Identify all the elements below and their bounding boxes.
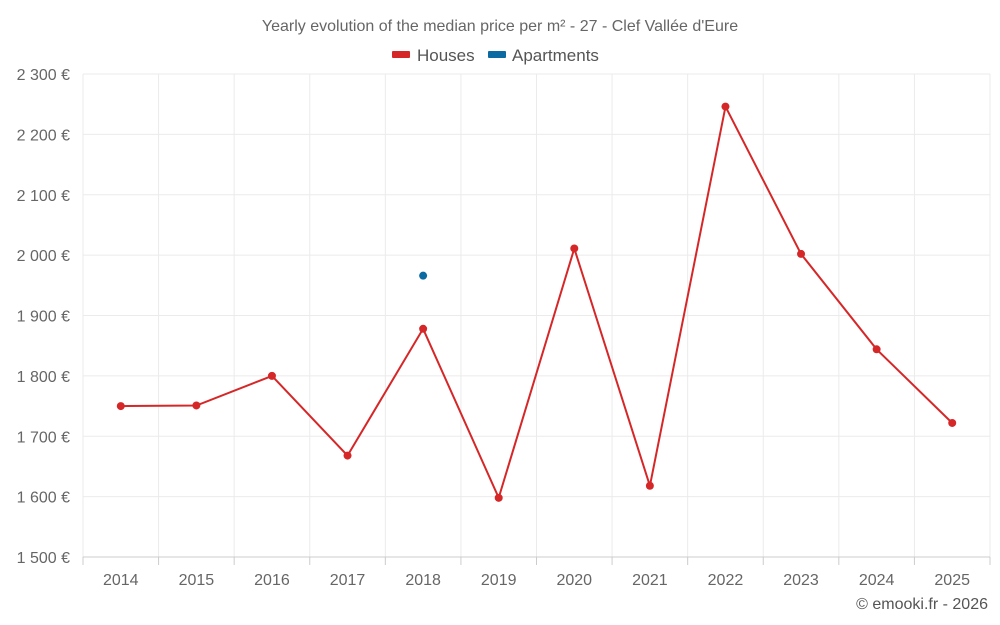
y-tick-label: 1 500 € <box>17 550 70 567</box>
x-tick-label: 2023 <box>783 572 819 589</box>
x-tick-label: 2019 <box>481 572 517 589</box>
x-tick-label: 2016 <box>254 572 290 589</box>
data-point-houses-2015[interactable] <box>192 401 201 410</box>
x-tick-label: 2015 <box>179 572 215 589</box>
y-tick-label: 1 700 € <box>17 429 70 446</box>
gridlines <box>82 73 991 557</box>
data-point-houses-2016[interactable] <box>267 371 276 380</box>
data-point-houses-2019[interactable] <box>494 493 503 502</box>
data-point-houses-2017[interactable] <box>343 451 352 460</box>
data-point-houses-2023[interactable] <box>797 249 806 258</box>
data-point-apartments-2018[interactable] <box>419 271 428 280</box>
legend: Houses Apartments <box>392 46 599 65</box>
x-tick-label: 2020 <box>556 572 592 589</box>
legend-item-houses[interactable]: Houses <box>392 46 475 65</box>
x-tick-label: 2018 <box>405 572 441 589</box>
legend-swatch-apartments <box>488 51 506 58</box>
legend-swatch-houses <box>392 51 410 58</box>
x-tick-label: 2021 <box>632 572 668 589</box>
x-tick-label: 2024 <box>859 572 895 589</box>
legend-label-houses: Houses <box>417 46 475 65</box>
x-tick-label: 2017 <box>330 572 366 589</box>
series-houses <box>116 102 957 502</box>
data-point-houses-2021[interactable] <box>645 481 654 490</box>
y-tick-label: 1 900 € <box>17 309 70 326</box>
y-tick-label: 1 600 € <box>17 490 70 507</box>
y-axis-ticks: 1 500 € 1 600 € 1 700 € 1 800 € 1 900 € 2 000… <box>17 67 70 567</box>
y-tick-label: 2 100 € <box>17 188 70 205</box>
x-tick-label: 2022 <box>708 572 744 589</box>
data-point-houses-2024[interactable] <box>872 345 881 354</box>
x-tick-label: 2025 <box>934 572 970 589</box>
y-tick-label: 2 300 € <box>17 67 70 84</box>
data-point-houses-2020[interactable] <box>570 244 579 253</box>
legend-item-apartments[interactable]: Apartments <box>488 46 599 65</box>
chart-title: Yearly evolution of the median price per… <box>262 18 738 35</box>
data-point-houses-2018[interactable] <box>419 324 428 333</box>
legend-label-apartments: Apartments <box>512 46 599 65</box>
series-layer <box>116 102 957 502</box>
series-line-houses <box>120 103 953 501</box>
credit-text: © emooki.fr - 2026 <box>856 596 988 613</box>
y-tick-label: 1 800 € <box>17 369 70 386</box>
x-tick-label: 2014 <box>103 572 139 589</box>
data-point-houses-2022[interactable] <box>721 102 730 111</box>
data-point-houses-2025[interactable] <box>948 418 957 427</box>
data-point-houses-2014[interactable] <box>116 402 125 411</box>
x-axis-ticks: 2014 2015 2016 2017 2018 2019 2020 2021 2022 2023… <box>82 556 991 589</box>
y-tick-label: 2 200 € <box>17 127 70 144</box>
series-apartments <box>419 271 428 280</box>
y-tick-label: 2 000 € <box>17 248 70 265</box>
